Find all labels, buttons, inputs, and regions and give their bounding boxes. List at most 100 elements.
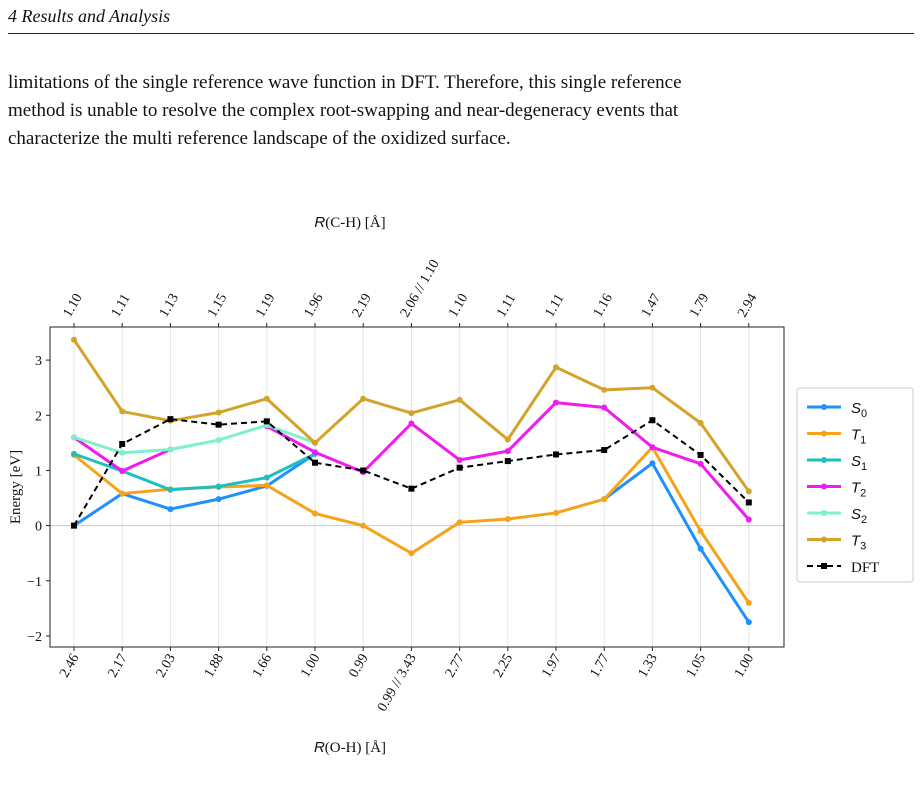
series-line-s0 <box>73 452 316 527</box>
data-point-dft <box>215 421 222 428</box>
data-point-t2 <box>649 444 656 451</box>
legend-marker <box>821 563 827 569</box>
x-tick-label: 2.17 <box>105 652 130 681</box>
data-point-t2 <box>408 420 415 427</box>
y-tick-label: 3 <box>35 354 42 369</box>
data-point-dft <box>601 447 608 454</box>
data-point-s1 <box>263 474 270 481</box>
x-tick-label: 0.99 // 3.43 <box>375 652 420 715</box>
data-point-t2 <box>697 460 704 467</box>
data-point-t3 <box>649 384 656 391</box>
data-point-t3 <box>119 408 126 415</box>
data-point-s2 <box>215 437 222 444</box>
data-point-t3 <box>745 488 752 495</box>
x-tick-label: 1.97 <box>539 652 564 681</box>
data-point-t1 <box>456 519 463 526</box>
x-tick-label: 1.05 <box>684 652 709 681</box>
data-point-t1 <box>119 490 126 497</box>
legend-marker <box>821 404 827 410</box>
data-point-t3 <box>408 410 415 417</box>
top-tick-label: 1.11 <box>542 292 567 320</box>
y-tick-label: −2 <box>27 630 42 645</box>
top-tick-label: 1.13 <box>157 291 182 320</box>
data-point-dft <box>649 417 656 424</box>
top-tick-label: 1.79 <box>687 291 712 320</box>
top-tick-label: 1.11 <box>494 292 519 320</box>
top-tick-label: 1.11 <box>109 292 134 320</box>
series-line-s2 <box>73 423 316 455</box>
legend-label-dft: DFT <box>851 560 879 576</box>
x-tick-label: 0.99 <box>346 652 371 681</box>
x-tick-label: 1.00 <box>732 652 757 681</box>
y-axis-title: Energy [eV] <box>8 450 24 524</box>
top-tick-label: 2.06 // 1.10 <box>398 257 443 320</box>
data-point-t3 <box>456 396 463 403</box>
legend-marker <box>821 430 827 437</box>
data-point-t3 <box>263 395 270 402</box>
data-point-s2 <box>167 446 174 453</box>
x-tick-label: 1.77 <box>587 652 612 681</box>
data-point-dft <box>312 459 318 466</box>
data-point-dft <box>553 451 559 458</box>
plot-frame <box>49 326 785 648</box>
legend-marker <box>821 536 827 543</box>
data-point-s2 <box>71 434 77 441</box>
data-point-t3 <box>215 409 222 416</box>
data-point-t3 <box>312 439 318 446</box>
x-tick-label: 2.77 <box>443 652 468 681</box>
legend-label-t1: T1 <box>851 427 866 447</box>
data-point-t1 <box>312 510 318 517</box>
data-point-s0 <box>745 619 752 626</box>
top-tick-label: 1.10 <box>446 291 471 320</box>
data-point-t3 <box>697 420 704 426</box>
data-point-dft <box>697 452 704 458</box>
x-axis-title: R(O-H) [Å] <box>314 739 386 756</box>
series-line-s1 <box>73 452 316 492</box>
top-tick-label: 2.94 <box>735 291 760 320</box>
section-header: 4 Results and Analysis <box>8 6 171 26</box>
top-tick-label: 2.19 <box>350 291 375 320</box>
series-line-s0 <box>603 461 751 623</box>
paragraph-line-1: limitations of the single reference wave… <box>8 72 682 93</box>
data-point-dft <box>71 522 77 529</box>
legend-label-t3: T3 <box>851 533 866 553</box>
legend-marker <box>821 483 827 490</box>
data-point-dft <box>408 485 415 492</box>
header-rule <box>8 33 914 34</box>
x-tick-label: 2.46 <box>57 652 82 681</box>
top-tick-label: 1.47 <box>639 291 664 320</box>
data-point-s1 <box>71 450 77 457</box>
y-tick-label: 0 <box>35 520 42 535</box>
y-tick-label: 1 <box>35 464 42 479</box>
data-point-s0 <box>215 496 222 503</box>
x-tick-label: 2.03 <box>154 652 179 681</box>
x-tick-label: 1.66 <box>250 652 275 681</box>
data-point-s0 <box>649 460 656 467</box>
data-point-t1 <box>504 516 511 522</box>
data-point-t1 <box>408 550 415 557</box>
y-tick-label: −1 <box>27 575 42 590</box>
data-point-t1 <box>601 496 608 503</box>
data-point-dft <box>360 467 367 474</box>
legend-box <box>796 387 914 583</box>
x-tick-label: 1.88 <box>202 652 227 681</box>
data-point-t3 <box>601 386 608 393</box>
legend-label-t2: T2 <box>851 480 866 500</box>
legend-label-s1: S1 <box>851 453 867 473</box>
data-point-t1 <box>553 509 559 516</box>
data-point-t2 <box>553 399 559 406</box>
data-point-t3 <box>504 436 511 443</box>
top-tick-label: 1.10 <box>60 291 85 320</box>
x-tick-label: 2.25 <box>491 652 516 681</box>
top-tick-label: 1.15 <box>205 291 230 320</box>
data-point-t2 <box>456 456 463 463</box>
data-point-s0 <box>167 506 174 513</box>
paragraph-line-3: characterize the multi reference landsca… <box>8 128 511 149</box>
data-point-t2 <box>745 516 752 523</box>
data-point-dft <box>167 416 174 423</box>
y-tick-label: 2 <box>35 409 42 424</box>
body-paragraph: limitations of the single reference wave… <box>8 69 914 153</box>
legend-label-s2: S2 <box>851 506 867 526</box>
data-point-t3 <box>71 336 77 343</box>
